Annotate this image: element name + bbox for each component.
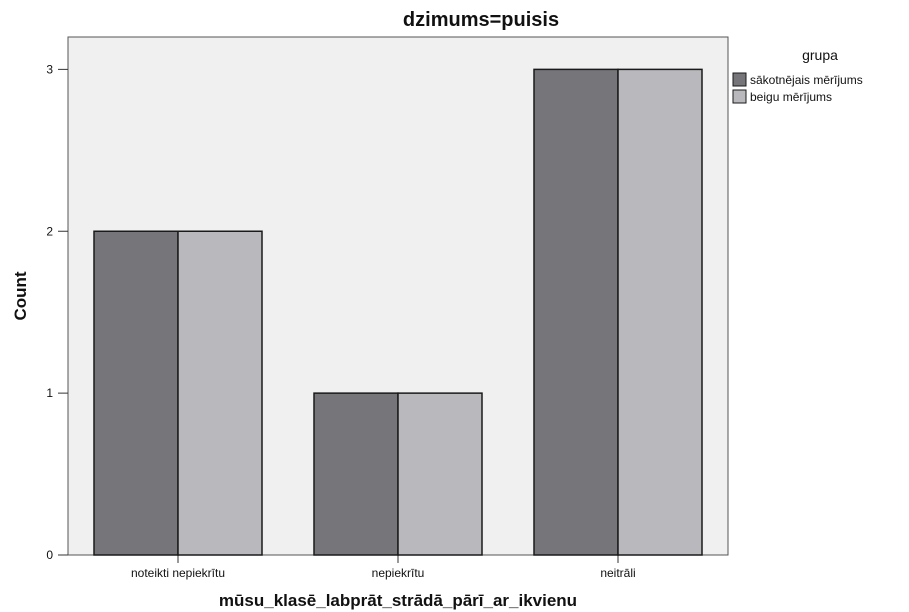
x-axis-title: mūsu_klasē_labprāt_strādā_pārī_ar_ikvien… [219,591,577,610]
y-axis-title: Count [11,271,30,320]
y-tick-label: 2 [46,224,53,238]
bars [93,68,703,556]
y-tick-label: 0 [46,548,53,562]
bar-2-series-1 [617,68,703,556]
legend: grupa sākotnējais mērījums beigu mērījums [732,47,863,104]
y-axis: 0 1 2 3 [46,62,68,562]
y-tick-label: 3 [46,62,53,76]
legend-swatch [732,72,747,87]
legend-label: beigu mērījums [750,90,832,104]
x-tick-label: neitrāli [600,566,635,580]
x-axis: noteikti nepiekrītu nepiekrītu neitrāli [131,555,636,580]
chart-title: dzimums=puisis [403,9,559,31]
y-tick-label: 1 [46,386,53,400]
x-tick-label: noteikti nepiekrītu [131,566,225,580]
bar-0-series-1 [177,230,263,556]
bar-0-series-0 [93,230,179,556]
legend-label: sākotnējais mērījums [750,73,863,87]
x-tick-label: nepiekrītu [372,566,425,580]
legend-swatch [732,89,747,104]
legend-title: grupa [802,47,838,63]
bar-2-series-0 [533,68,619,556]
bar-1-series-1 [397,392,483,556]
bar-1-series-0 [313,392,399,556]
